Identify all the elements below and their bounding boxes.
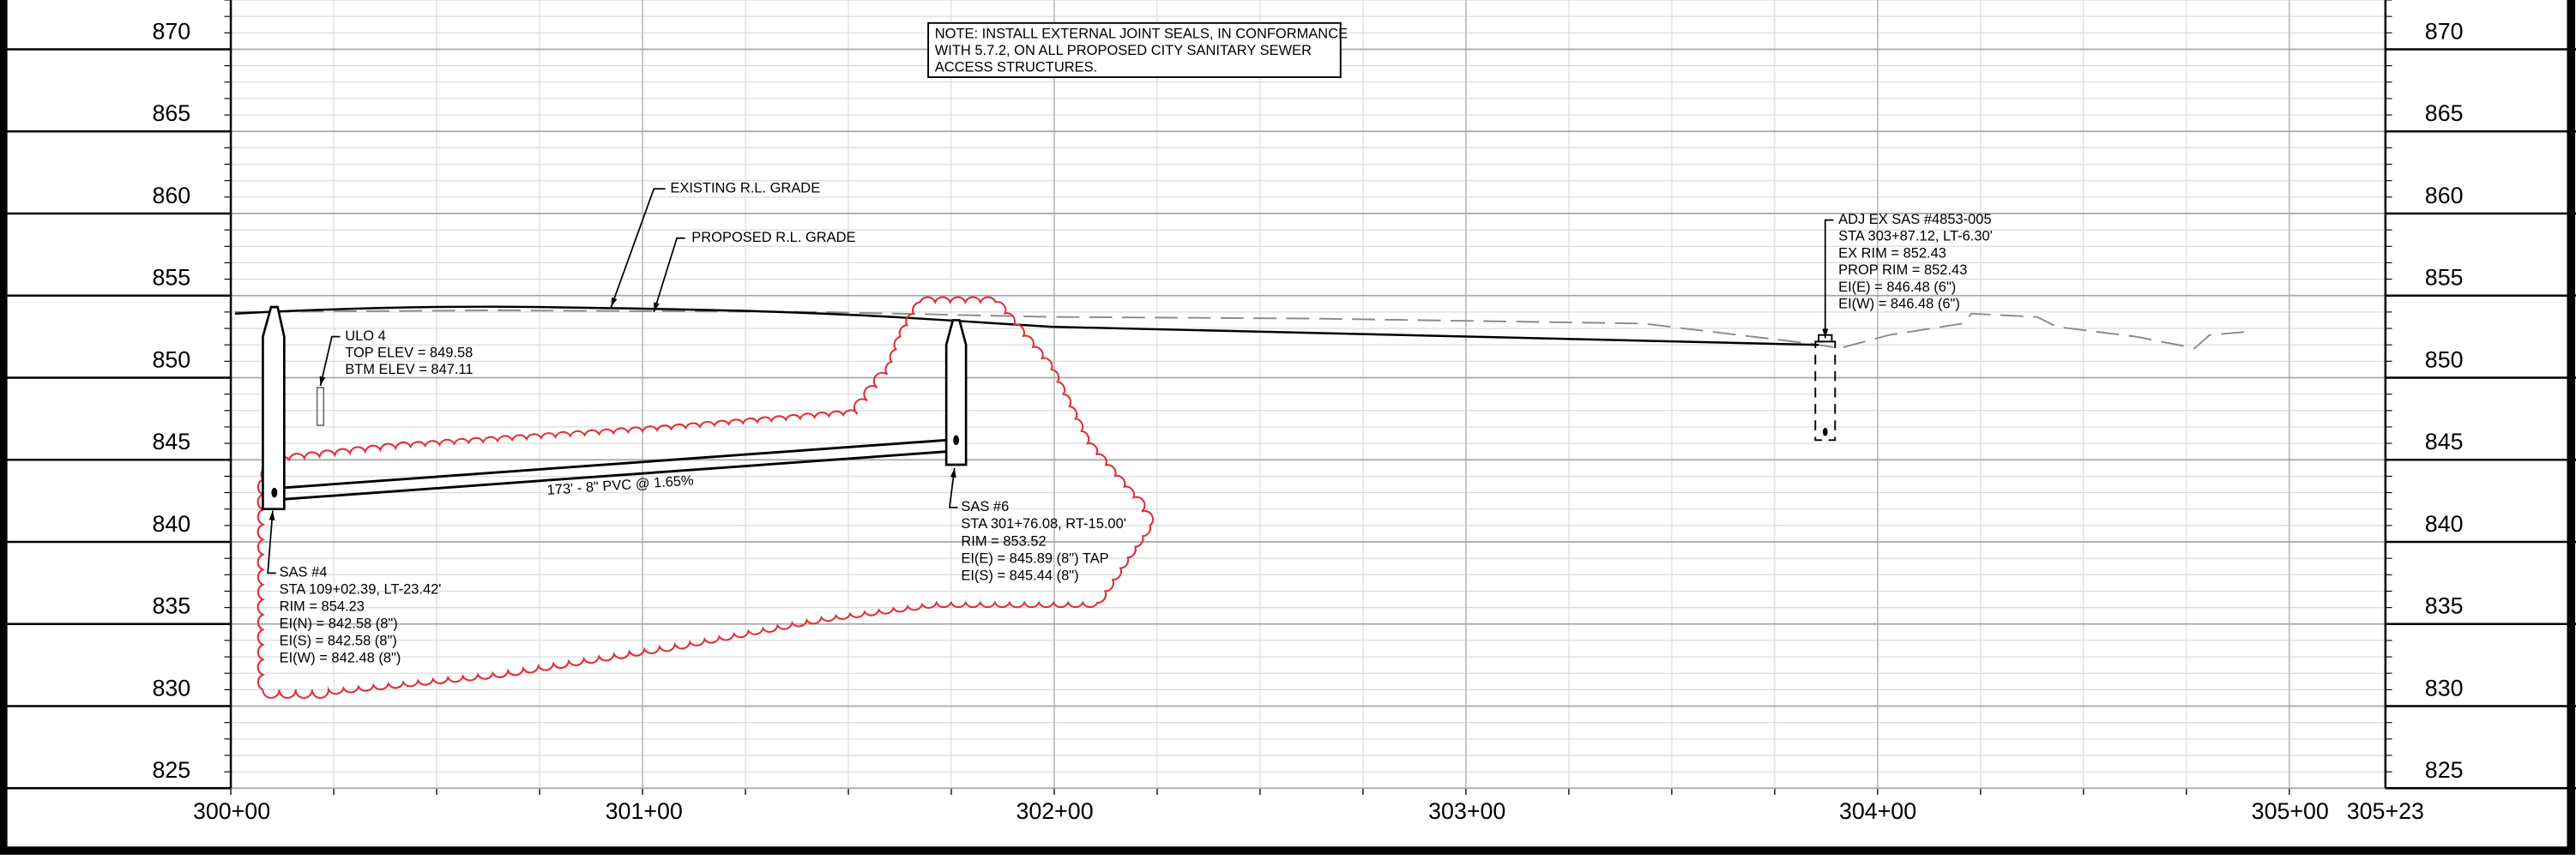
sas6-text: STA 301+76.08, RT-15.00' xyxy=(961,516,1126,532)
note-text: NOTE: INSTALL EXTERNAL JOINT SEALS, IN C… xyxy=(935,27,1348,42)
elevation-label-right: 830 xyxy=(2425,675,2464,701)
elevation-label-right: 845 xyxy=(2425,429,2464,454)
elevation-label-right: 865 xyxy=(2425,100,2464,126)
structure-sas6-invert xyxy=(953,435,960,446)
sas4-text: EI(N) = 842.58 (8") xyxy=(280,616,398,632)
sas6-text: EI(S) = 845.44 (8") xyxy=(961,568,1078,584)
elevation-label-left: 850 xyxy=(152,346,190,372)
adj-text: EI(W) = 846.48 (6") xyxy=(1838,297,1960,312)
pipe-bottom xyxy=(284,450,947,501)
note-text: WITH 5.7.2, ON ALL PROPOSED CITY SANITAR… xyxy=(935,43,1312,58)
ulo-text: BTM ELEV = 847.11 xyxy=(345,362,473,377)
ulo-text: TOP ELEV = 849.58 xyxy=(345,346,473,361)
elevation-label-left: 865 xyxy=(152,100,190,126)
elevation-label-left: 825 xyxy=(152,757,190,783)
elevation-label-left: 830 xyxy=(152,675,190,701)
adj-text: PROP RIM = 852.43 xyxy=(1838,262,1967,278)
ulo-4 xyxy=(316,387,325,426)
existing-grade-line xyxy=(234,305,1819,346)
sas6-leader-arrow xyxy=(950,467,956,478)
adj-text: EI(E) = 846.48 (6") xyxy=(1838,280,1956,295)
note-box xyxy=(927,21,1342,78)
sas4-text: RIM = 854.23 xyxy=(280,599,365,615)
elevation-label-right: 835 xyxy=(2425,593,2464,619)
existing-grade-leader-arrow xyxy=(611,297,618,308)
elevation-label-right: 825 xyxy=(2425,757,2464,783)
elevation-label-left: 870 xyxy=(152,18,190,44)
proposed-grade-leader-arrow xyxy=(654,302,660,312)
ulo-leader-arrow xyxy=(319,376,326,387)
elevation-label-left: 835 xyxy=(152,593,190,619)
station-label: 304+00 xyxy=(1839,798,1916,824)
adj-text: EX RIM = 852.43 xyxy=(1838,245,1946,261)
sas4-leader-arrow xyxy=(268,510,275,520)
elevation-label-right: 855 xyxy=(2425,265,2464,291)
sas4-text: SAS #4 xyxy=(280,565,328,580)
texts: 870 870 865 865 860 860 855 855 850 850 845 845 840 8… xyxy=(152,18,2463,824)
sas4-text: EI(S) = 842.58 (8") xyxy=(280,633,397,648)
station-label: 302+00 xyxy=(1016,798,1093,824)
sas4-text: STA 109+02.39, LT-23.42' xyxy=(280,582,442,598)
elevation-label-left: 845 xyxy=(152,429,190,454)
station-label: 303+00 xyxy=(1428,798,1505,824)
sas4-leader xyxy=(267,510,276,574)
elevation-label-left: 860 xyxy=(152,183,190,208)
station-label: 305+23 xyxy=(2347,798,2424,824)
adj-leader-arrow xyxy=(1822,328,1829,339)
elevation-label-left: 840 xyxy=(152,511,190,537)
adj-text: ADJ EX SAS #4853-005 xyxy=(1838,212,1992,227)
ulo-leader xyxy=(319,335,341,387)
sas6-text: SAS #6 xyxy=(961,499,1009,514)
elevation-label-left: 855 xyxy=(152,265,190,291)
pipe-top xyxy=(284,438,947,490)
adj-text: STA 303+87.12, LT-6.30' xyxy=(1838,229,1993,244)
structure-sas4 xyxy=(262,305,286,511)
station-label: 305+00 xyxy=(2252,798,2329,824)
note-text: ACCESS STRUCTURES. xyxy=(935,60,1097,75)
existing-grade-leader xyxy=(610,188,666,308)
sas6-leader xyxy=(948,467,958,508)
proposed-grade-label: PROPOSED R.L. GRADE xyxy=(691,230,855,245)
elevation-label-right: 840 xyxy=(2425,511,2464,537)
proposed-grade-line xyxy=(234,310,2248,350)
sas6-text: RIM = 853.52 xyxy=(961,533,1046,549)
sas6-text: EI(E) = 845.89 (8") TAP xyxy=(961,550,1108,566)
adj-leader xyxy=(1824,219,1834,339)
proposed-grade-leader xyxy=(653,237,685,313)
existing-structure-invert xyxy=(1822,427,1828,436)
structure-sas4-invert xyxy=(271,487,278,498)
sas4-text: EI(W) = 842.48 (8") xyxy=(280,650,401,665)
station-label: 301+00 xyxy=(606,798,683,824)
marks xyxy=(234,21,2248,700)
structure-sas6 xyxy=(944,319,968,466)
ulo-text: ULO 4 xyxy=(345,328,386,344)
station-label: 300+00 xyxy=(193,798,270,824)
elevation-label-right: 860 xyxy=(2425,183,2464,208)
existing-grade-label: EXISTING R.L. GRADE xyxy=(670,181,820,196)
elevation-label-right: 850 xyxy=(2425,346,2464,372)
revision-cloud xyxy=(256,296,1155,700)
elevation-label-right: 870 xyxy=(2425,18,2464,44)
